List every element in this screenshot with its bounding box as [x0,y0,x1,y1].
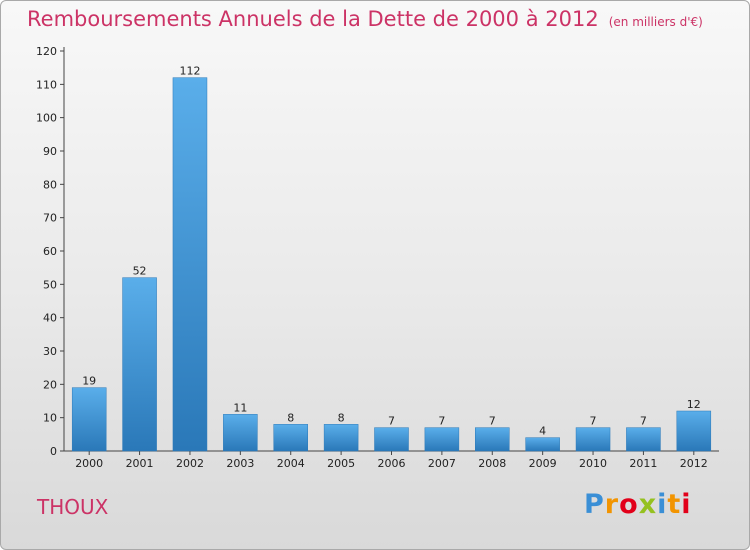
data-label: 7 [640,415,647,428]
x-tick-label: 2006 [378,457,406,470]
y-tick-label: 60 [43,245,57,258]
data-label: 19 [82,375,96,388]
logo-letter: P [584,489,605,520]
bar-2012 [676,410,712,452]
logo-letter: i [681,489,692,520]
x-tick-label: 2005 [327,457,355,470]
bar-2006 [374,427,409,452]
data-label: 7 [590,415,597,428]
bar-2004 [273,424,308,452]
data-label: 7 [489,415,496,428]
data-label: 112 [179,65,200,78]
y-tick-label: 10 [43,412,57,425]
x-tick-label: 2002 [176,457,204,470]
y-tick-label: 110 [36,78,57,91]
x-tick-label: 2010 [579,457,607,470]
y-tick-label: 120 [36,45,57,58]
data-label: 8 [338,411,345,424]
data-label: 8 [287,411,294,424]
x-tick-label: 2012 [680,457,708,470]
y-tick-label: 0 [50,445,57,458]
bar-2003 [223,414,258,452]
bar-2007 [424,427,460,452]
bar-2011 [626,427,661,452]
x-tick-label: 2000 [75,457,103,470]
commune-name: THOUX [37,495,109,519]
bar-2000 [71,387,107,452]
data-label: 4 [539,425,546,438]
data-label: 7 [388,415,395,428]
y-tick-label: 90 [43,145,57,158]
bar-2002 [172,77,208,452]
x-tick-label: 2001 [126,457,154,470]
y-tick-label: 20 [43,378,57,391]
bar-2008 [475,427,510,452]
logo-letter: t [667,489,682,520]
bar-2001 [122,277,157,452]
x-tick-label: 2004 [277,457,305,470]
chart-subtitle: (en milliers d'€) [608,15,703,29]
x-tick-label: 2011 [629,457,657,470]
data-label: 12 [687,398,701,411]
chart-title-text: Remboursements Annuels de la Dette de 20… [27,7,599,31]
bar-2005 [323,424,359,452]
x-tick-label: 2009 [529,457,557,470]
y-tick-label: 50 [43,278,57,291]
chart-title: Remboursements Annuels de la Dette de 20… [27,7,703,31]
logo-letter: r [604,489,620,520]
y-tick-label: 100 [36,112,57,125]
data-label: 52 [133,265,147,278]
y-tick-label: 70 [43,212,57,225]
y-tick-label: 80 [43,178,57,191]
logo-letter: o [619,489,639,520]
bar-2010 [575,427,611,452]
x-tick-label: 2008 [478,457,506,470]
proxiti-logo: Proxiti [584,489,692,520]
bar-2009 [525,437,560,452]
y-tick-label: 30 [43,345,57,358]
y-tick-label: 40 [43,312,57,325]
x-tick-label: 2007 [428,457,456,470]
logo-letter: x [638,489,658,520]
data-label: 11 [233,401,247,414]
data-label: 7 [438,415,445,428]
logo-letter: i [657,489,668,520]
x-tick-label: 2003 [226,457,254,470]
